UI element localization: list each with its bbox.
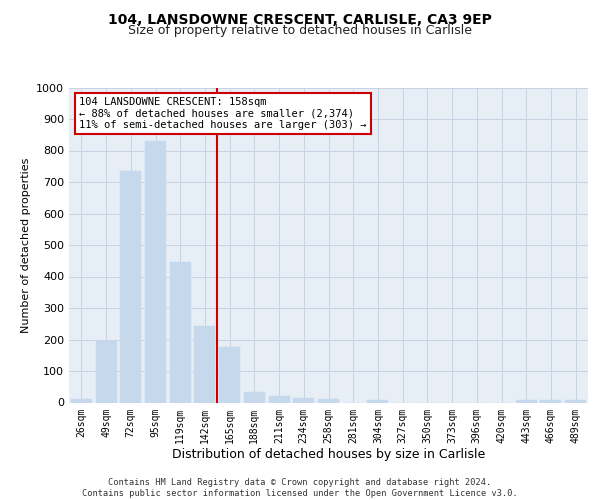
Bar	[293, 398, 314, 402]
Text: 104 LANSDOWNE CRESCENT: 158sqm
← 88% of detached houses are smaller (2,374)
11% : 104 LANSDOWNE CRESCENT: 158sqm ← 88% of …	[79, 97, 367, 130]
Bar	[516, 400, 537, 402]
Bar	[95, 341, 116, 402]
Bar	[71, 398, 92, 402]
Bar	[565, 400, 586, 402]
Text: 104, LANSDOWNE CRESCENT, CARLISLE, CA3 9EP: 104, LANSDOWNE CRESCENT, CARLISLE, CA3 9…	[108, 12, 492, 26]
Bar	[219, 348, 240, 403]
Bar	[541, 400, 562, 402]
Text: Size of property relative to detached houses in Carlisle: Size of property relative to detached ho…	[128, 24, 472, 37]
Bar	[244, 392, 265, 402]
Bar	[170, 262, 191, 402]
Text: Contains HM Land Registry data © Crown copyright and database right 2024.
Contai: Contains HM Land Registry data © Crown c…	[82, 478, 518, 498]
X-axis label: Distribution of detached houses by size in Carlisle: Distribution of detached houses by size …	[172, 448, 485, 461]
Bar	[194, 326, 215, 402]
Bar	[367, 400, 388, 402]
Y-axis label: Number of detached properties: Number of detached properties	[20, 158, 31, 332]
Bar	[269, 396, 290, 402]
Bar	[318, 400, 339, 402]
Bar	[145, 141, 166, 403]
Bar	[120, 171, 141, 402]
